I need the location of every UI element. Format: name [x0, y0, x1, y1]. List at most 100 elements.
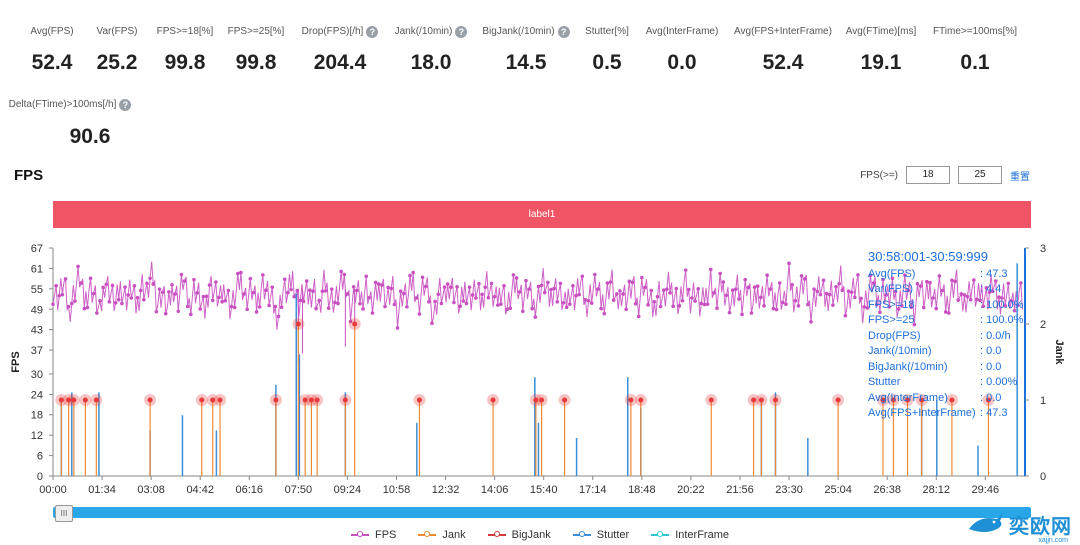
- stat-item: Avg(FTime)[ms] 19.1: [811, 21, 951, 75]
- x-tick-label: 06:16: [236, 484, 264, 496]
- fps-point: [574, 293, 578, 298]
- tooltip-value: : 100.0%: [980, 298, 1024, 311]
- fps-point: [655, 294, 660, 299]
- stat-label-text: Drop(FPS)[/h]: [301, 26, 364, 37]
- watermark-sub: xajjn.com: [1038, 537, 1068, 544]
- legend-label: Stutter: [596, 529, 630, 541]
- threshold-input-2[interactable]: 25: [958, 166, 1002, 184]
- fps-point: [796, 304, 801, 308]
- fps-point: [380, 283, 384, 287]
- help-icon[interactable]: ?: [557, 25, 570, 38]
- fps-point: [950, 278, 954, 283]
- fps-point: [618, 289, 622, 293]
- threshold-input-1[interactable]: 18: [906, 166, 950, 184]
- legend-swatch: [572, 531, 591, 537]
- jank-marker: [66, 397, 72, 403]
- fps-point: [398, 289, 403, 294]
- fps-point: [787, 261, 791, 266]
- legend-label: Jank: [442, 529, 466, 541]
- fps-point: [658, 304, 663, 309]
- chart-legend: FPS Jank BigJank Stutter InterFrame: [0, 529, 1080, 541]
- fps-point: [477, 281, 481, 286]
- stat-value: 14.5: [505, 51, 547, 74]
- help-icon[interactable]: ?: [366, 25, 379, 38]
- label-bar[interactable]: label1: [53, 201, 1031, 228]
- slider-track[interactable]: [53, 507, 1031, 518]
- fps-point: [558, 281, 563, 286]
- fps-point: [511, 273, 516, 277]
- fps-point: [887, 305, 892, 309]
- stat-item: FTime>=100ms[%] 0.1: [905, 21, 1045, 75]
- fps-point: [780, 300, 785, 305]
- jank-marker: [308, 397, 314, 403]
- stat-label-text: Jank(/10min): [394, 26, 453, 37]
- fps-point: [414, 296, 419, 300]
- fps-point: [846, 289, 851, 294]
- fps-point: [633, 302, 638, 306]
- fps-point: [521, 309, 525, 314]
- slider-handle[interactable]: III: [55, 505, 73, 522]
- jank-marker: [985, 397, 991, 403]
- fps-point: [470, 293, 475, 297]
- fps-point: [712, 291, 716, 295]
- jank-marker: [302, 397, 308, 403]
- fps-point: [746, 285, 751, 290]
- fps-point: [1006, 281, 1011, 286]
- fps-point: [242, 292, 246, 296]
- fps-point: [229, 304, 234, 309]
- fps-point: [464, 301, 469, 306]
- stat-label: Delta(FTime)>100ms[/h]?: [9, 98, 132, 111]
- stat-label-text: Avg(FTime)[ms]: [845, 26, 917, 37]
- legend-item[interactable]: FPS: [351, 529, 396, 541]
- fps-point: [317, 298, 322, 303]
- fps-point: [499, 302, 503, 306]
- fps-point: [993, 279, 998, 283]
- fps-point: [921, 305, 926, 310]
- stat-item: Avg(InterFrame) 0.0: [612, 21, 752, 75]
- fps-point: [401, 291, 406, 296]
- fps-point: [220, 299, 224, 304]
- help-icon[interactable]: ?: [455, 25, 468, 38]
- fps-point: [76, 264, 80, 269]
- legend-item[interactable]: BigJank: [487, 529, 551, 541]
- fps-point: [853, 295, 857, 300]
- fps-point: [909, 305, 913, 310]
- fps-point: [705, 302, 710, 306]
- legend-item[interactable]: InterFrame: [651, 529, 729, 541]
- fps-point: [586, 298, 591, 303]
- stat-label: Stutter[%]: [585, 26, 629, 37]
- fps-point: [79, 281, 83, 285]
- stat-item: BigJank(/10min)? 14.5: [456, 21, 596, 75]
- stat-value: 52.4: [762, 51, 804, 74]
- fps-point: [408, 273, 412, 278]
- threshold-label: FPS(>=): [860, 169, 898, 181]
- fps-point: [364, 274, 369, 279]
- x-tick-label: 00:00: [39, 484, 67, 496]
- legend-item[interactable]: Stutter: [572, 529, 630, 541]
- fps-point: [784, 302, 788, 306]
- fps-point: [737, 297, 741, 301]
- stat-label-text: FTime>=100ms[%]: [932, 26, 1018, 37]
- fps-point: [217, 295, 221, 300]
- reset-link[interactable]: 重置: [1010, 171, 1030, 183]
- legend-item[interactable]: Jank: [418, 529, 466, 541]
- jank-marker: [880, 397, 886, 403]
- fps-point: [320, 289, 325, 294]
- x-tick-label: 18:48: [628, 484, 656, 496]
- fps-point: [865, 306, 870, 310]
- x-tick-label: 25:04: [824, 484, 852, 496]
- help-icon[interactable]: ?: [119, 98, 132, 111]
- jank-marker: [490, 397, 496, 403]
- time-range-slider[interactable]: III: [53, 505, 1031, 522]
- fps-point: [990, 289, 995, 294]
- fps-point: [386, 285, 390, 290]
- jank-marker: [71, 397, 77, 403]
- fps-point: [912, 322, 917, 327]
- jank-marker: [562, 397, 568, 403]
- shark-logo-icon: [969, 513, 1003, 532]
- fps-point: [806, 302, 810, 307]
- fps-point: [834, 284, 838, 289]
- fps-point: [339, 269, 343, 274]
- stat-label: Jank(/10min)?: [394, 25, 468, 38]
